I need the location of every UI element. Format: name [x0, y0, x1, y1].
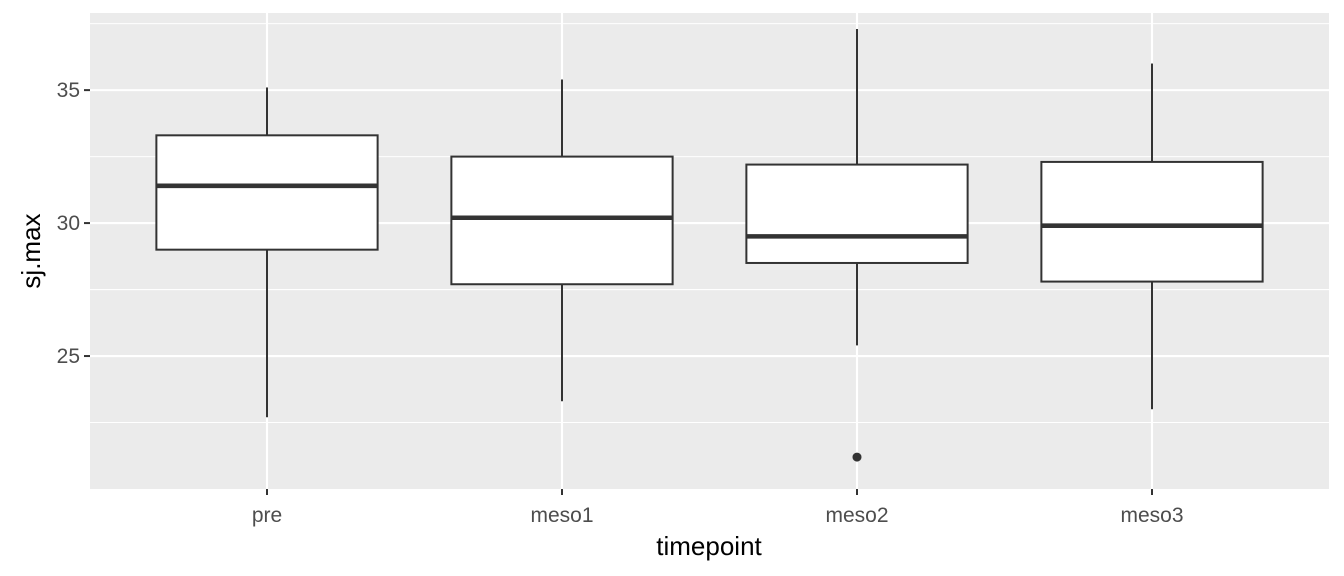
y-axis-title: sj.max: [16, 213, 46, 288]
box-iqr: [450, 155, 674, 286]
x-tick-label: pre: [252, 504, 282, 527]
box-meso1: [450, 79, 674, 402]
y-tick-label: 30: [57, 212, 80, 235]
box-iqr: [1040, 160, 1264, 283]
x-tick-label: meso1: [530, 504, 593, 527]
box-meso3: [1040, 63, 1264, 410]
outlier-point: [852, 452, 862, 462]
x-axis: pre meso1 meso2 meso3: [252, 489, 1184, 527]
x-axis-title: timepoint: [656, 531, 762, 561]
x-tick-label: meso2: [825, 504, 888, 527]
x-tick-label: meso3: [1120, 504, 1183, 527]
box-meso2: [745, 28, 969, 462]
box-iqr: [745, 163, 969, 264]
y-tick-label: 25: [57, 345, 80, 368]
box-iqr: [155, 134, 379, 251]
box-pre: [155, 87, 379, 418]
boxes-layer: [155, 28, 1264, 462]
y-tick-label: 35: [57, 79, 80, 102]
y-axis: 25 30 35: [57, 79, 90, 368]
